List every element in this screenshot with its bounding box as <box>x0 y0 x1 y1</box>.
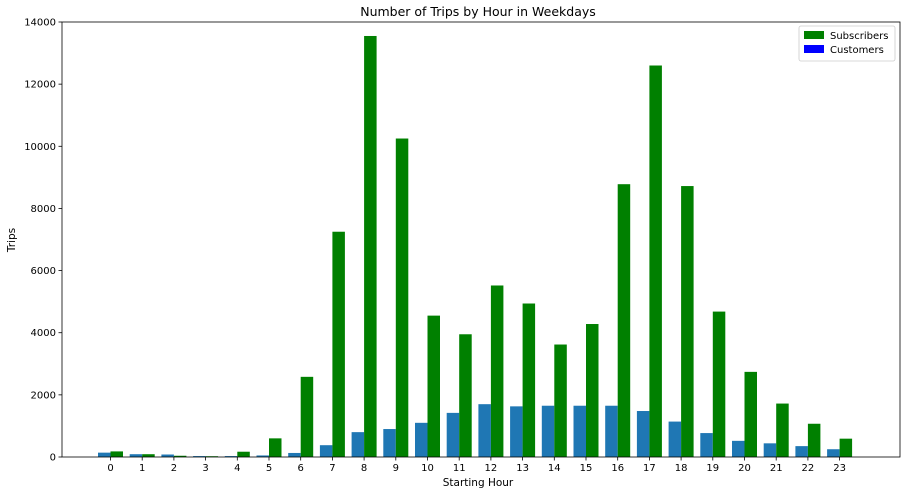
x-tick-label: 17 <box>643 463 656 474</box>
bar-customers-5 <box>256 455 269 457</box>
bar-customers-11 <box>446 412 460 457</box>
bar-customers-6 <box>288 452 301 457</box>
x-tick-label: 9 <box>393 463 399 474</box>
y-tick-label: 12000 <box>24 80 56 91</box>
bar-customers-22 <box>795 446 808 457</box>
bar-customers-18 <box>668 421 682 457</box>
x-tick-label: 19 <box>706 463 719 474</box>
x-tick-label: 22 <box>802 463 815 474</box>
y-tick-label: 14000 <box>24 18 56 29</box>
bar-subscribers-9 <box>395 138 409 457</box>
bar-subscribers-11 <box>459 334 472 457</box>
bar-subscribers-22 <box>807 423 821 457</box>
bar-subscribers-19 <box>712 311 726 457</box>
bar-customers-14 <box>541 405 555 457</box>
chart-title: Number of Trips by Hour in Weekdays <box>360 4 596 19</box>
bar-subscribers-16 <box>617 184 631 457</box>
legend-swatch-subscribers <box>804 31 824 39</box>
legend-swatch-customers <box>804 45 824 53</box>
x-tick-label: 23 <box>833 463 846 474</box>
bar-subscribers-14 <box>554 344 567 457</box>
legend: Subscribers Customers <box>798 25 896 62</box>
bar-customers-8 <box>351 432 365 457</box>
x-tick-label: 14 <box>548 463 561 474</box>
x-tick-label: 13 <box>516 463 529 474</box>
legend-label-subscribers: Subscribers <box>830 31 888 42</box>
bar-subscribers-10 <box>427 315 440 457</box>
x-tick-label: 15 <box>580 463 593 474</box>
x-tick-label: 20 <box>738 463 751 474</box>
bar-customers-21 <box>763 443 777 457</box>
bar-subscribers-0 <box>110 451 123 457</box>
x-tick-label: 12 <box>485 463 498 474</box>
bar-customers-3 <box>193 456 206 457</box>
x-tick-label: 3 <box>202 463 208 474</box>
bar-subscribers-6 <box>300 376 314 457</box>
bar-customers-0 <box>98 452 111 457</box>
x-tick-label: 10 <box>421 463 434 474</box>
bar-customers-10 <box>415 422 428 457</box>
bar-customers-19 <box>700 433 713 457</box>
x-tick-label: 4 <box>234 463 240 474</box>
bar-subscribers-21 <box>776 403 789 457</box>
bar-customers-13 <box>510 406 523 457</box>
y-tick-label: 6000 <box>31 266 56 277</box>
x-tick-label: 16 <box>611 463 624 474</box>
y-tick-label: 4000 <box>31 328 56 339</box>
bar-customers-2 <box>161 454 174 457</box>
bar-customers-15 <box>573 405 586 457</box>
bar-subscribers-17 <box>649 65 662 457</box>
plot-frame <box>61 21 901 458</box>
bar-subscribers-1 <box>142 454 155 457</box>
bar-customers-17 <box>636 411 650 457</box>
x-tick-label: 2 <box>171 463 177 474</box>
bar-subscribers-8 <box>364 35 377 457</box>
bar-subscribers-20 <box>744 371 757 457</box>
x-axis-label: Starting Hour <box>443 477 514 489</box>
bar-customers-9 <box>383 429 396 457</box>
x-tick-label: 18 <box>675 463 688 474</box>
legend-label-customers: Customers <box>830 45 884 56</box>
bar-subscribers-13 <box>522 303 536 457</box>
x-tick-label: 0 <box>107 463 113 474</box>
x-tick-label: 11 <box>453 463 466 474</box>
bar-customers-23 <box>827 449 840 457</box>
bars-group <box>98 35 853 458</box>
bar-subscribers-4 <box>237 451 250 457</box>
bar-customers-4 <box>224 456 238 457</box>
x-tick-label: 1 <box>139 463 145 474</box>
y-tick-label: 0 <box>50 453 56 464</box>
bar-subscribers-7 <box>332 231 345 457</box>
y-tick-label: 8000 <box>31 204 56 215</box>
bar-subscribers-18 <box>681 186 694 458</box>
bar-customers-12 <box>478 404 491 457</box>
bar-customers-20 <box>732 440 745 457</box>
axes-group: 0 1 2 3 4 5 6 7 8 9 10 11 12 13 14 15 16 17 18 19 20 21 22 2302… <box>24 18 901 474</box>
x-tick-label: 6 <box>298 463 304 474</box>
y-tick-label: 10000 <box>24 142 56 153</box>
bar-customers-7 <box>319 445 333 457</box>
bar-subscribers-5 <box>269 438 282 457</box>
y-tick-label: 2000 <box>31 390 56 401</box>
bar-subscribers-23 <box>839 438 853 457</box>
x-tick-label: 5 <box>266 463 272 474</box>
bar-subscribers-15 <box>586 324 599 457</box>
x-tick-label: 21 <box>770 463 783 474</box>
bar-subscribers-12 <box>490 285 504 457</box>
y-axis-label: Trips <box>6 228 18 253</box>
bar-subscribers-2 <box>173 455 187 457</box>
x-tick-label: 8 <box>361 463 367 474</box>
bar-customers-16 <box>605 405 618 457</box>
x-tick-label: 7 <box>329 463 335 474</box>
bar-customers-1 <box>129 454 143 457</box>
